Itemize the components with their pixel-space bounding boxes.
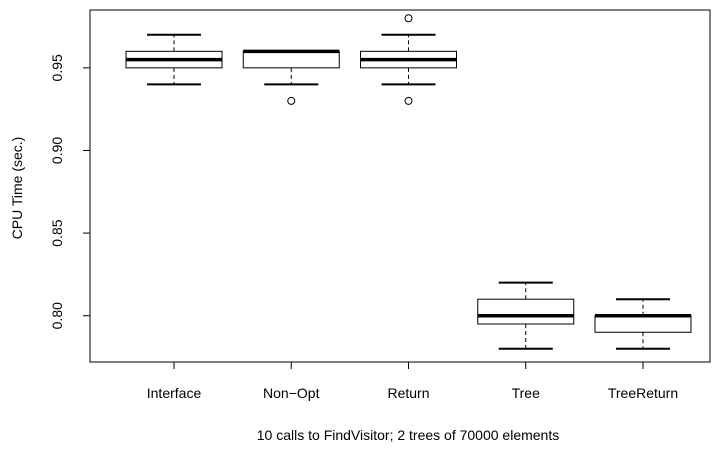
x-axis-label: 10 calls to FindVisitor; 2 trees of 7000… xyxy=(257,427,559,443)
outlier-point xyxy=(404,14,413,23)
box xyxy=(242,50,340,69)
y-tick-label: 0.80 xyxy=(49,302,65,329)
box xyxy=(477,298,575,325)
x-tick-label: Interface xyxy=(147,385,202,401)
plot-frame xyxy=(89,9,711,363)
x-tick-label: TreeReturn xyxy=(608,385,678,401)
y-tick-label: 0.95 xyxy=(49,54,65,81)
x-tick-label: Non−Opt xyxy=(263,385,320,401)
y-axis-label: CPU Time (sec.) xyxy=(9,137,25,240)
x-tick-label: Return xyxy=(387,385,429,401)
box xyxy=(594,315,692,333)
outlier-point xyxy=(404,96,413,105)
x-tick-label: Tree xyxy=(512,385,540,401)
plot-area: 0.80 0.85 0.90 0.95 Interface Non−Opt Return Tr… xyxy=(49,9,711,401)
y-tick-label: 0.85 xyxy=(49,219,65,246)
outlier-point xyxy=(287,96,296,105)
y-tick-label: 0.90 xyxy=(49,137,65,164)
